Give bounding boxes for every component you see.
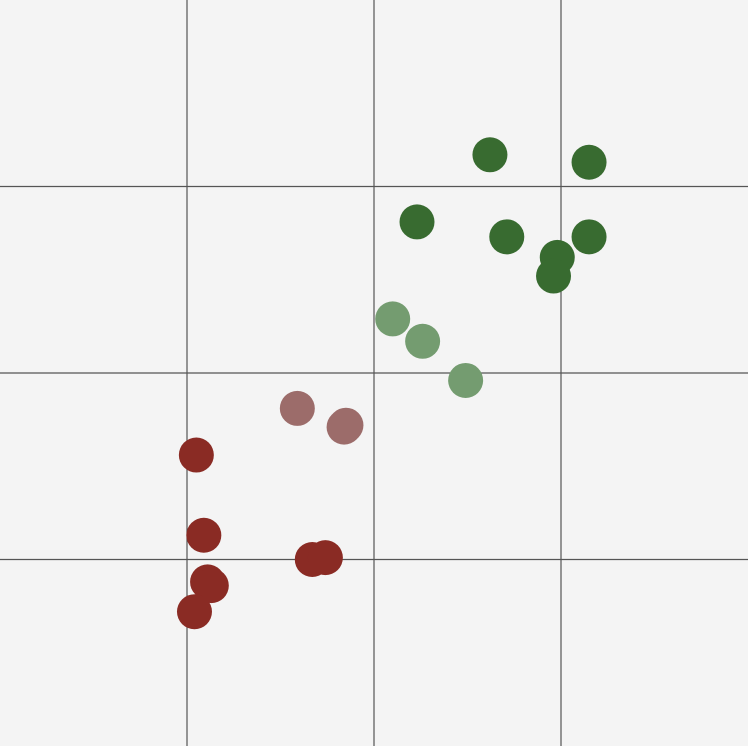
scatter-point-9 (405, 323, 441, 359)
data-points (176, 137, 607, 630)
scatter-point-14 (178, 437, 214, 473)
scatter-point-5 (571, 219, 607, 255)
scatter-point-1 (472, 137, 508, 173)
scatter-point-17 (307, 540, 343, 576)
scatter-point-10 (448, 362, 484, 398)
scatter-point-20 (176, 594, 212, 630)
scatter-point-19 (193, 568, 229, 604)
scatter-point-11 (279, 390, 315, 426)
scatter-point-2 (571, 144, 607, 180)
scatter-point-4 (489, 219, 525, 255)
scatter-point-15 (186, 517, 222, 553)
scatter-point-13 (328, 407, 364, 443)
scatter-point-8 (375, 301, 411, 337)
scatter-point-3 (399, 204, 435, 240)
scatter-point-7 (536, 258, 572, 294)
